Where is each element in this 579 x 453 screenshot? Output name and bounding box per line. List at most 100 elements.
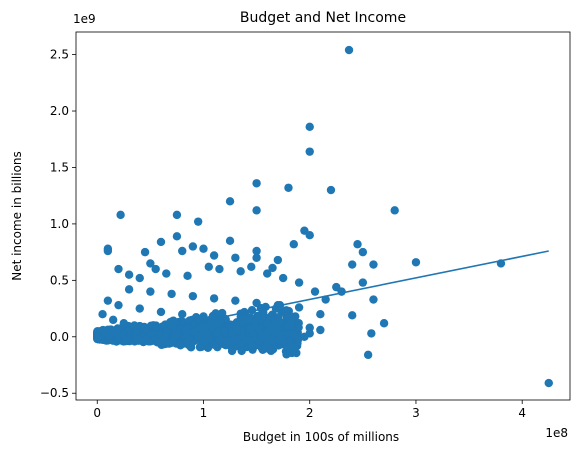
data-point [358,247,368,257]
data-point [197,342,206,352]
data-point [146,259,155,268]
y-tick-label: 0.0 [50,330,69,344]
data-point [305,230,314,240]
data-point [209,294,219,303]
data-point [284,183,293,192]
data-point [144,337,153,346]
data-point [204,334,213,344]
data-point [124,285,134,294]
data-point [225,197,235,206]
y-tick-label: 1.5 [50,160,69,174]
data-point [273,255,283,265]
data-point [130,321,139,330]
trend-line [97,250,549,344]
data-point [209,251,219,260]
data-point [108,315,118,325]
data-point [162,328,171,337]
x-axis-label: Budget in 100s of millions [243,430,399,444]
plot-frame [75,31,571,401]
data-point [193,217,203,226]
data-point [369,295,378,304]
y-axis-ticks: −0.5 0.0 0.5 1.0 1.5 2.0 2.5 [40,48,76,400]
data-point [146,287,155,296]
data-point [178,246,187,256]
data-point [231,296,240,305]
data-point [289,330,298,339]
data-point [140,323,150,332]
data-point [119,319,129,328]
data-point [266,312,275,322]
data-point [367,329,376,338]
data-point [305,147,314,156]
data-point [263,269,272,278]
data-point [140,247,150,257]
y-tick-label: 0.5 [50,273,69,287]
data-point [544,378,553,388]
y-tick-label: 2.0 [50,104,69,118]
data-point [411,258,421,267]
data-point [348,311,357,320]
y-offset-label: 1e9 [73,12,96,26]
data-point [276,336,286,346]
data-point [114,264,123,274]
data-point [103,246,113,256]
data-point [379,319,389,328]
data-point [284,321,293,330]
data-point [172,232,182,241]
data-point [183,271,192,281]
data-point [165,339,174,348]
data-point [252,298,261,308]
data-point [225,338,235,347]
x-tick-label: 0 [93,406,101,420]
data-point [247,341,256,351]
data-point [98,310,107,319]
data-point [252,206,261,215]
chart-title: Budget and Net Income [240,10,406,26]
data-point [369,260,378,269]
y-tick-label: −0.5 [40,386,69,400]
data-point [294,278,304,287]
data-point [321,295,330,304]
data-point [215,335,224,345]
data-point [188,291,198,301]
data-point [257,343,267,353]
data-point [212,318,222,328]
x-axis-ticks: 0 1 2 3 4 [93,400,526,420]
x-offset-label: 1e8 [545,426,568,440]
data-point [252,179,261,188]
data-point [172,330,182,339]
data-point [305,122,314,132]
data-point [310,287,320,296]
data-point [294,303,304,312]
y-tick-label: 1.0 [50,217,69,231]
x-tick-label: 3 [412,406,420,420]
data-point [215,264,224,274]
data-point [316,310,325,319]
data-point [162,269,171,278]
data-point [154,338,164,347]
y-axis-label: Net income in billions [10,151,24,281]
data-point [232,324,241,334]
data-point [195,324,204,333]
x-tick-label: 4 [518,406,526,420]
data-point [175,340,185,349]
data-point [253,314,262,324]
data-point [225,236,235,246]
data-point [316,325,325,335]
data-point [199,244,208,253]
data-point [267,335,276,345]
data-point [278,273,288,283]
data-point [344,45,354,55]
data-point [348,260,357,269]
data-point [358,278,368,287]
data-point [135,304,144,313]
data-point [193,332,203,341]
data-point [363,350,373,360]
data-point [263,319,272,328]
data-point [124,270,134,279]
data-point [236,267,245,276]
data-point [251,321,260,330]
data-point [188,242,198,251]
data-point [294,318,303,328]
